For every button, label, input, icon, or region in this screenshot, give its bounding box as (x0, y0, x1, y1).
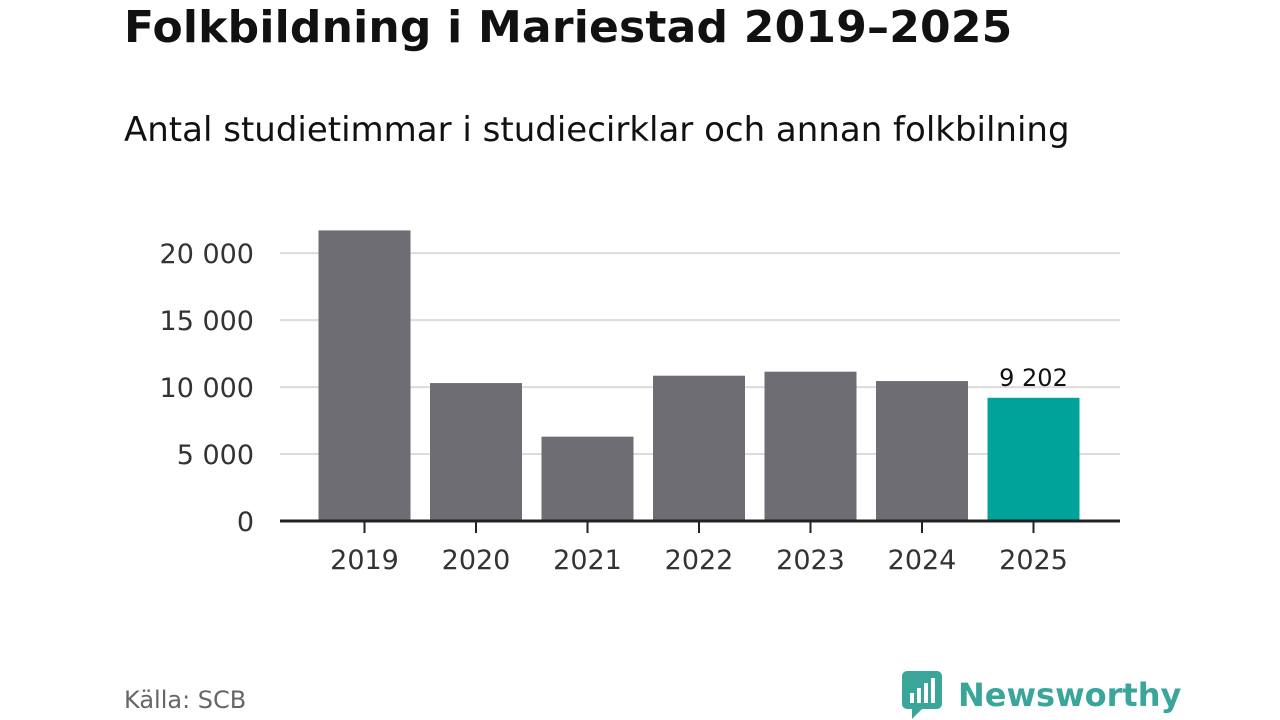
chart-title: Folkbildning i Mariestad 2019–2025 (124, 2, 1013, 53)
brand-name: Newsworthy (958, 676, 1182, 714)
x-tick-label: 2024 (888, 545, 957, 576)
bar-2020 (430, 383, 522, 521)
bar-2022 (653, 375, 745, 521)
bar-2025 (987, 397, 1080, 521)
y-axis-ticks: 0 5 000 10 000 15 000 20 000 (160, 239, 254, 538)
y-tick-label: 20 000 (160, 239, 254, 270)
x-tick-label: 2023 (776, 545, 845, 576)
data-label: 9 202 (999, 364, 1068, 392)
x-tick-label: 2025 (999, 545, 1068, 576)
y-tick-label: 5 000 (177, 440, 254, 471)
x-tick-label: 2021 (553, 545, 622, 576)
x-axis (280, 519, 1120, 533)
source-note: Källa: SCB (124, 686, 247, 714)
x-tick-label: 2022 (665, 545, 734, 576)
x-axis-labels: 2019 2020 2021 2022 2023 2024 2025 (330, 545, 1068, 576)
y-tick-label: 15 000 (160, 306, 254, 337)
y-tick-label: 10 000 (160, 373, 254, 404)
chart-subtitle: Antal studietimmar i studiecirklar och a… (124, 110, 1070, 150)
bars (318, 230, 1080, 521)
bar-2023 (764, 371, 857, 521)
data-labels: 9 202 (999, 364, 1068, 392)
y-tick-label: 0 (237, 507, 254, 538)
x-tick-label: 2020 (442, 545, 511, 576)
x-tick-label: 2019 (330, 545, 399, 576)
bar-2021 (541, 436, 634, 521)
bar-2024 (876, 381, 968, 521)
brand: Newsworthy (902, 670, 1181, 720)
bar-2019 (318, 230, 411, 521)
bar-chart-speech-bubble-icon (902, 671, 942, 719)
